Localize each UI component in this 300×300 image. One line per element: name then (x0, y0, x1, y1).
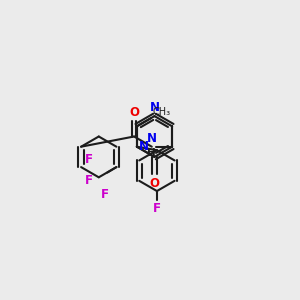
Text: F: F (85, 153, 92, 166)
Text: N: N (139, 140, 149, 153)
Text: O: O (149, 177, 160, 190)
Text: F: F (85, 173, 92, 187)
Text: F: F (153, 202, 161, 215)
Text: N: N (147, 132, 157, 145)
Text: N: N (149, 101, 160, 114)
Text: F: F (101, 188, 109, 201)
Text: CH₃: CH₃ (153, 107, 171, 117)
Text: O: O (129, 106, 139, 119)
Text: H: H (147, 148, 156, 158)
